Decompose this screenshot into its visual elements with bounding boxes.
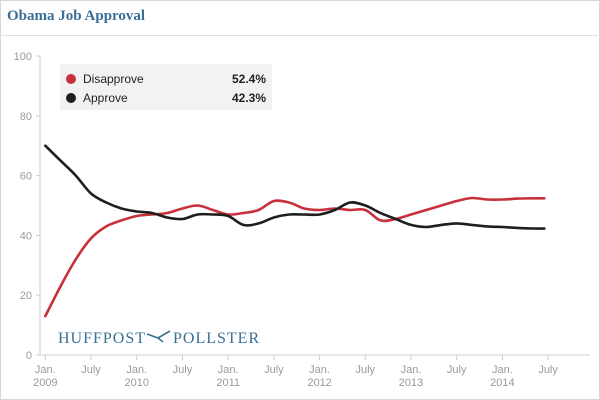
x-tick-label: Jan. [126, 364, 147, 376]
x-tick-label: July [447, 364, 467, 376]
x-tick-label: Jan. [35, 364, 56, 376]
chart-title: Obama Job Approval [7, 8, 146, 24]
legend-swatch-approve [66, 93, 76, 103]
y-tick-labels: 0 20 40 60 80 100 [14, 51, 40, 362]
axes-group [39, 56, 590, 356]
legend-value-approve: 42.3% [232, 91, 266, 105]
series-line-approve [44, 144, 546, 230]
y-tick-label: 0 [26, 350, 32, 362]
y-tick-label: 20 [20, 290, 32, 302]
x-tick-label: July [173, 364, 193, 376]
legend-value-disapprove: 52.4% [232, 72, 266, 86]
x-tick-year-label: 2010 [125, 377, 149, 389]
legend-label-approve: Approve [83, 91, 128, 105]
y-tick-label: 40 [20, 230, 32, 242]
legend: Disapprove 52.4% Approve 42.3% [60, 64, 272, 110]
series-line-disapprove [44, 196, 546, 318]
x-tick-label: Jan. [401, 364, 422, 376]
y-tick-label: 80 [20, 111, 32, 123]
y-tick-label: 100 [14, 51, 32, 63]
x-tick-label: Jan. [218, 364, 239, 376]
legend-label-disapprove: Disapprove [83, 72, 144, 86]
y-tick-label: 60 [20, 171, 32, 183]
x-tick-label: July [81, 364, 101, 376]
x-tick-year-label: 2013 [399, 377, 423, 389]
legend-background [60, 64, 272, 110]
x-tick-year-label: 2011 [216, 377, 240, 389]
x-tick-year-label: 2014 [490, 377, 514, 389]
x-tick-label: Jan. [309, 364, 330, 376]
x-tick-year-label: 2012 [307, 377, 331, 389]
pollster-arrow-icon [146, 330, 171, 343]
pollster-logo: HUFFPOST POLLSTER [58, 330, 260, 347]
brand-pollster-text: POLLSTER [173, 330, 260, 347]
x-tick-label: July [538, 364, 558, 376]
x-tick-label: Jan. [492, 364, 513, 376]
x-tick-year-label: 2009 [33, 377, 57, 389]
series-lines [44, 144, 546, 318]
legend-swatch-disapprove [66, 74, 76, 84]
x-tick-label: July [355, 364, 375, 376]
title-divider [0, 35, 598, 36]
x-tick-label: July [264, 364, 284, 376]
brand-huffpost-text: HUFFPOST [58, 330, 146, 347]
